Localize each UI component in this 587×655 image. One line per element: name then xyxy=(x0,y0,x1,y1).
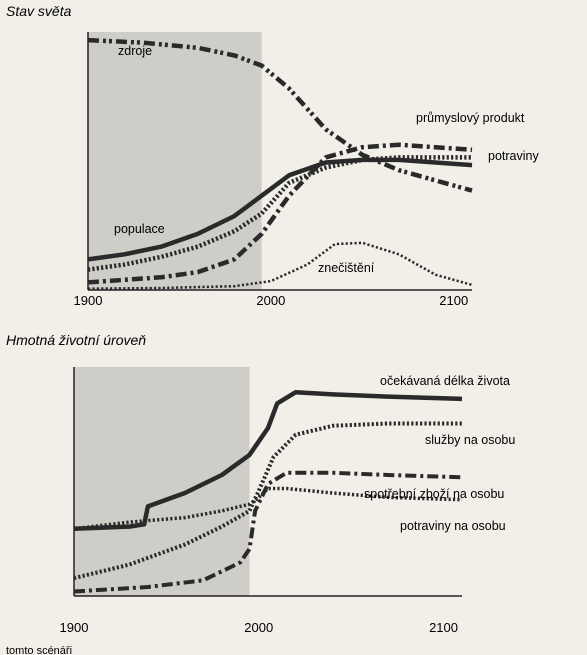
label-ocekavana-delka-zivota: očekávaná délka života xyxy=(380,374,510,388)
chart-stav-sveta: Stav světa 1900 2000 2100 zdroje průmyslov… xyxy=(6,3,539,308)
series-line-potraviny-na-osobu xyxy=(73,486,463,531)
label-zdroje: zdroje xyxy=(118,44,152,58)
series-line-očekávaná-délka-života xyxy=(73,389,463,532)
series-labels: očekávaná délka života služby na osobu s… xyxy=(364,374,515,533)
label-populace: populace xyxy=(114,222,165,236)
x-tick-label: 2100 xyxy=(429,620,458,635)
label-znecisteni: znečištění xyxy=(318,261,375,275)
chart-title: Hmotná životní úroveň xyxy=(6,332,146,348)
page-caption: tomto scénáři xyxy=(6,645,72,655)
chart-hmotna-zivotni-uroven: Hmotná životní úroveň 1900 2000 2100 očeká… xyxy=(6,332,515,635)
x-ticks: 1900 2000 2100 xyxy=(74,293,469,308)
series-line-znečištění xyxy=(87,241,473,290)
series-line-zdroje xyxy=(87,37,473,193)
historical-shaded-region xyxy=(88,32,262,290)
series-line-potraviny xyxy=(87,157,473,262)
x-tick-label: 2100 xyxy=(439,293,468,308)
series-group xyxy=(73,389,463,594)
x-tick-label: 1900 xyxy=(74,293,103,308)
historical-shaded-region xyxy=(74,367,250,596)
x-ticks: 1900 2000 2100 xyxy=(60,620,458,635)
label-potraviny-na-osobu: potraviny na osobu xyxy=(400,519,506,533)
series-line-průmyslový-produkt xyxy=(87,142,473,285)
series-line-spotřební-zboží-na-osobu xyxy=(73,470,463,594)
series-line-služby-na-osobu xyxy=(73,421,462,581)
x-tick-label: 2000 xyxy=(244,620,273,635)
label-sluzby-na-osobu: služby na osobu xyxy=(425,433,515,447)
series-group xyxy=(87,37,473,290)
series-labels: zdroje průmyslový produkt potraviny popu… xyxy=(114,44,539,275)
chart-title: Stav světa xyxy=(6,3,72,19)
x-tick-label: 2000 xyxy=(256,293,285,308)
series-line-populace xyxy=(87,155,472,272)
label-prumyslovy-produkt: průmyslový produkt xyxy=(416,111,525,125)
x-tick-label: 1900 xyxy=(60,620,89,635)
label-spotrebni-zbozi-na-osobu: spotřební zboží na osobu xyxy=(364,487,504,501)
label-potraviny: potraviny xyxy=(488,149,539,163)
